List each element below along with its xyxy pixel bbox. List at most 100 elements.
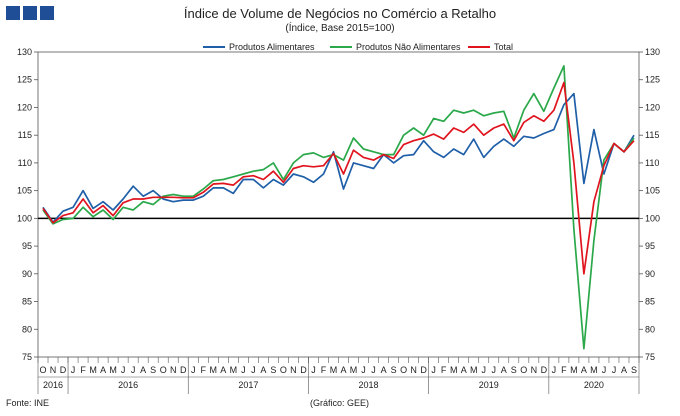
y-tick-label-right: 95 xyxy=(645,241,655,251)
x-tick-label: J xyxy=(492,365,497,375)
x-tick-label: D xyxy=(300,365,307,375)
x-tick-label: N xyxy=(531,365,538,375)
x-tick-label: O xyxy=(520,365,527,375)
y-tick-label-left: 110 xyxy=(18,158,32,168)
x-tick-label: M xyxy=(230,365,238,375)
x-tick-label: O xyxy=(280,365,287,375)
x-tick-label: A xyxy=(220,365,226,375)
x-tick-label: F xyxy=(441,365,447,375)
x-tick-label: A xyxy=(260,365,266,375)
y-tick-label-right: 125 xyxy=(645,75,660,85)
x-tick-label: S xyxy=(150,365,156,375)
x-tick-label: J xyxy=(481,365,486,375)
y-tick-label-right: 120 xyxy=(645,102,660,112)
x-tick-label: S xyxy=(631,365,637,375)
x-tick-label: J xyxy=(612,365,617,375)
y-tick-label-right: 75 xyxy=(645,352,655,362)
x-tick-label: J xyxy=(431,365,436,375)
y-tick-label-right: 105 xyxy=(645,186,660,196)
x-tick-label: S xyxy=(511,365,517,375)
x-tick-label: F xyxy=(201,365,207,375)
x-tick-label: J xyxy=(251,365,256,375)
x-tick-label: A xyxy=(581,365,587,375)
x-tick-label: F xyxy=(561,365,567,375)
y-tick-label-right: 85 xyxy=(645,297,655,307)
year-label: 2019 xyxy=(479,380,499,390)
x-tick-label: S xyxy=(391,365,397,375)
x-tick-label: J xyxy=(361,365,366,375)
series-line-produtos-alimentares xyxy=(42,92,635,224)
x-tick-label: D xyxy=(541,365,548,375)
x-tick-label: O xyxy=(40,365,47,375)
x-tick-label: A xyxy=(140,365,146,375)
x-tick-label: M xyxy=(450,365,458,375)
x-tick-label: M xyxy=(330,365,338,375)
logo xyxy=(6,6,54,20)
x-tick-label: J xyxy=(121,365,126,375)
x-tick-label: A xyxy=(100,365,106,375)
logo-square xyxy=(40,6,54,20)
x-tick-label: J xyxy=(552,365,557,375)
x-tick-label: O xyxy=(160,365,167,375)
x-tick-label: O xyxy=(400,365,407,375)
year-label: 2016 xyxy=(118,380,138,390)
x-tick-label: J xyxy=(241,365,246,375)
x-tick-label: D xyxy=(420,365,427,375)
series-line-total xyxy=(42,81,635,275)
x-tick-label: M xyxy=(109,365,117,375)
source-note: Fonte: INE xyxy=(6,398,50,408)
legend-label: Produtos Não Alimentares xyxy=(356,42,461,52)
series-line-produtos-nao-alimentares xyxy=(42,65,635,350)
x-tick-label: A xyxy=(621,365,627,375)
x-tick-label: A xyxy=(501,365,507,375)
y-tick-label-left: 115 xyxy=(18,130,32,140)
x-tick-label: J xyxy=(371,365,376,375)
x-tick-label: A xyxy=(341,365,347,375)
year-label: 2017 xyxy=(238,380,258,390)
y-tick-label-left: 85 xyxy=(22,297,32,307)
x-tick-label: M xyxy=(350,365,358,375)
x-tick-label: N xyxy=(170,365,177,375)
y-tick-label-right: 130 xyxy=(645,47,660,57)
x-tick-label: A xyxy=(381,365,387,375)
legend-label: Produtos Alimentares xyxy=(229,42,315,52)
x-tick-label: J xyxy=(131,365,136,375)
chart-title: Índice de Volume de Negócios no Comércio… xyxy=(183,6,497,21)
y-tick-label-left: 80 xyxy=(22,324,32,334)
y-tick-label-right: 90 xyxy=(645,269,655,279)
chart-subtitle: (Índice, Base 2015=100) xyxy=(285,23,395,34)
x-tick-label: F xyxy=(321,365,327,375)
x-tick-label: D xyxy=(60,365,67,375)
x-tick-label: D xyxy=(180,365,187,375)
y-tick-label-right: 100 xyxy=(645,213,660,223)
year-label: 2020 xyxy=(584,380,604,390)
x-tick-label: N xyxy=(50,365,57,375)
year-label: 2018 xyxy=(359,380,379,390)
x-tick-label: M xyxy=(590,365,598,375)
x-tick-label: J xyxy=(311,365,316,375)
x-tick-label: F xyxy=(80,365,86,375)
year-label: 2016 xyxy=(43,380,63,390)
y-tick-label-right: 115 xyxy=(645,130,659,140)
x-tick-label: M xyxy=(570,365,578,375)
x-tick-label: J xyxy=(71,365,76,375)
logo-square xyxy=(6,6,20,20)
y-tick-label-left: 130 xyxy=(17,47,32,57)
y-tick-label-left: 125 xyxy=(17,75,32,85)
y-tick-label-left: 90 xyxy=(22,269,32,279)
x-tick-label: N xyxy=(290,365,297,375)
x-tick-label: J xyxy=(602,365,607,375)
x-tick-label: S xyxy=(270,365,276,375)
y-tick-label-left: 100 xyxy=(17,213,32,223)
y-tick-label-left: 105 xyxy=(17,186,32,196)
y-tick-label-left: 75 xyxy=(22,352,32,362)
x-tick-label: A xyxy=(461,365,467,375)
logo-square xyxy=(23,6,37,20)
y-tick-label-left: 120 xyxy=(17,102,32,112)
x-tick-label: N xyxy=(410,365,417,375)
y-tick-label-right: 80 xyxy=(645,324,655,334)
y-tick-label-left: 95 xyxy=(22,241,32,251)
x-tick-label: M xyxy=(470,365,478,375)
legend-label: Total xyxy=(494,42,513,52)
x-tick-label: M xyxy=(210,365,218,375)
